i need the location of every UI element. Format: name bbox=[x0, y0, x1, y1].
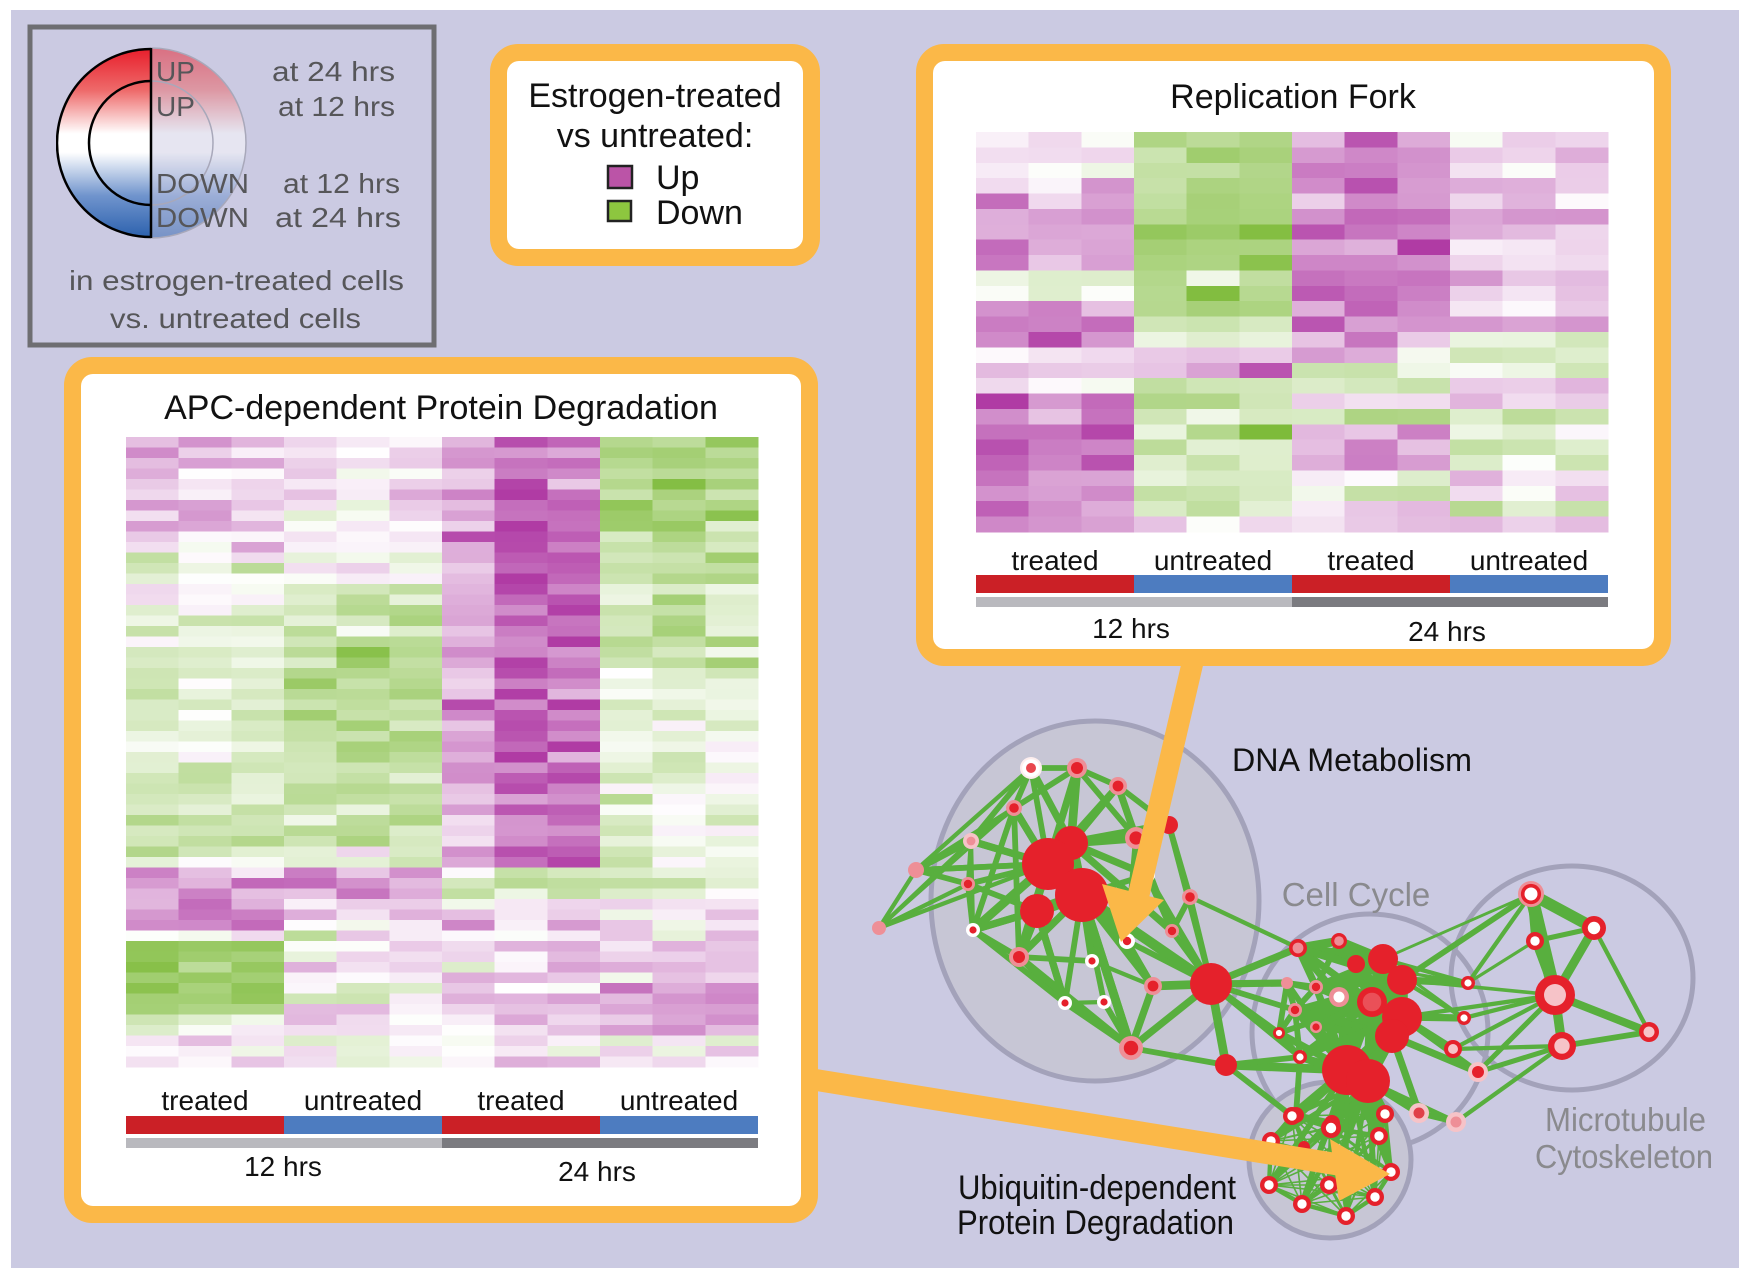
svg-text:treated: treated bbox=[161, 1085, 248, 1116]
svg-text:UP: UP bbox=[156, 56, 195, 87]
svg-text:24 hrs: 24 hrs bbox=[558, 1156, 636, 1187]
svg-text:Cell Cycle: Cell Cycle bbox=[1282, 876, 1431, 913]
svg-text:12 hrs: 12 hrs bbox=[244, 1151, 322, 1182]
svg-text:Replication Fork: Replication Fork bbox=[1170, 78, 1417, 116]
svg-text:treated: treated bbox=[1011, 545, 1098, 576]
svg-text:untreated: untreated bbox=[304, 1085, 422, 1116]
svg-text:untreated: untreated bbox=[1154, 545, 1272, 576]
svg-text:at 12 hrs: at 12 hrs bbox=[283, 168, 400, 199]
svg-text:DNA Metabolism: DNA Metabolism bbox=[1232, 742, 1472, 778]
svg-text:in estrogen-treated cells: in estrogen-treated cells bbox=[69, 265, 404, 296]
svg-text:Microtubule: Microtubule bbox=[1545, 1101, 1706, 1138]
svg-text:24 hrs: 24 hrs bbox=[1408, 616, 1486, 647]
svg-text:at 24 hrs: at 24 hrs bbox=[275, 202, 401, 233]
svg-text:Up: Up bbox=[656, 159, 699, 197]
svg-text:Cytoskeleton: Cytoskeleton bbox=[1535, 1138, 1713, 1175]
svg-text:DOWN: DOWN bbox=[156, 168, 249, 199]
svg-text:at 24 hrs: at 24 hrs bbox=[272, 56, 395, 87]
svg-text:UP: UP bbox=[156, 91, 195, 122]
svg-text:Down: Down bbox=[656, 194, 743, 232]
svg-text:treated: treated bbox=[1327, 545, 1414, 576]
svg-text:vs untreated:: vs untreated: bbox=[557, 117, 754, 155]
svg-text:treated: treated bbox=[477, 1085, 564, 1116]
svg-text:Estrogen-treated: Estrogen-treated bbox=[528, 77, 781, 115]
svg-text:vs. untreated cells: vs. untreated cells bbox=[110, 303, 361, 334]
svg-text:DOWN: DOWN bbox=[156, 202, 249, 233]
svg-text:12 hrs: 12 hrs bbox=[1092, 613, 1170, 644]
svg-text:untreated: untreated bbox=[620, 1085, 738, 1116]
svg-text:Ubiquitin-dependent: Ubiquitin-dependent bbox=[958, 1169, 1237, 1207]
svg-text:at 12 hrs: at 12 hrs bbox=[278, 91, 395, 122]
svg-text:untreated: untreated bbox=[1470, 545, 1588, 576]
svg-text:Protein Degradation: Protein Degradation bbox=[957, 1204, 1234, 1242]
svg-text:APC-dependent Protein Degradat: APC-dependent Protein Degradation bbox=[164, 389, 718, 427]
